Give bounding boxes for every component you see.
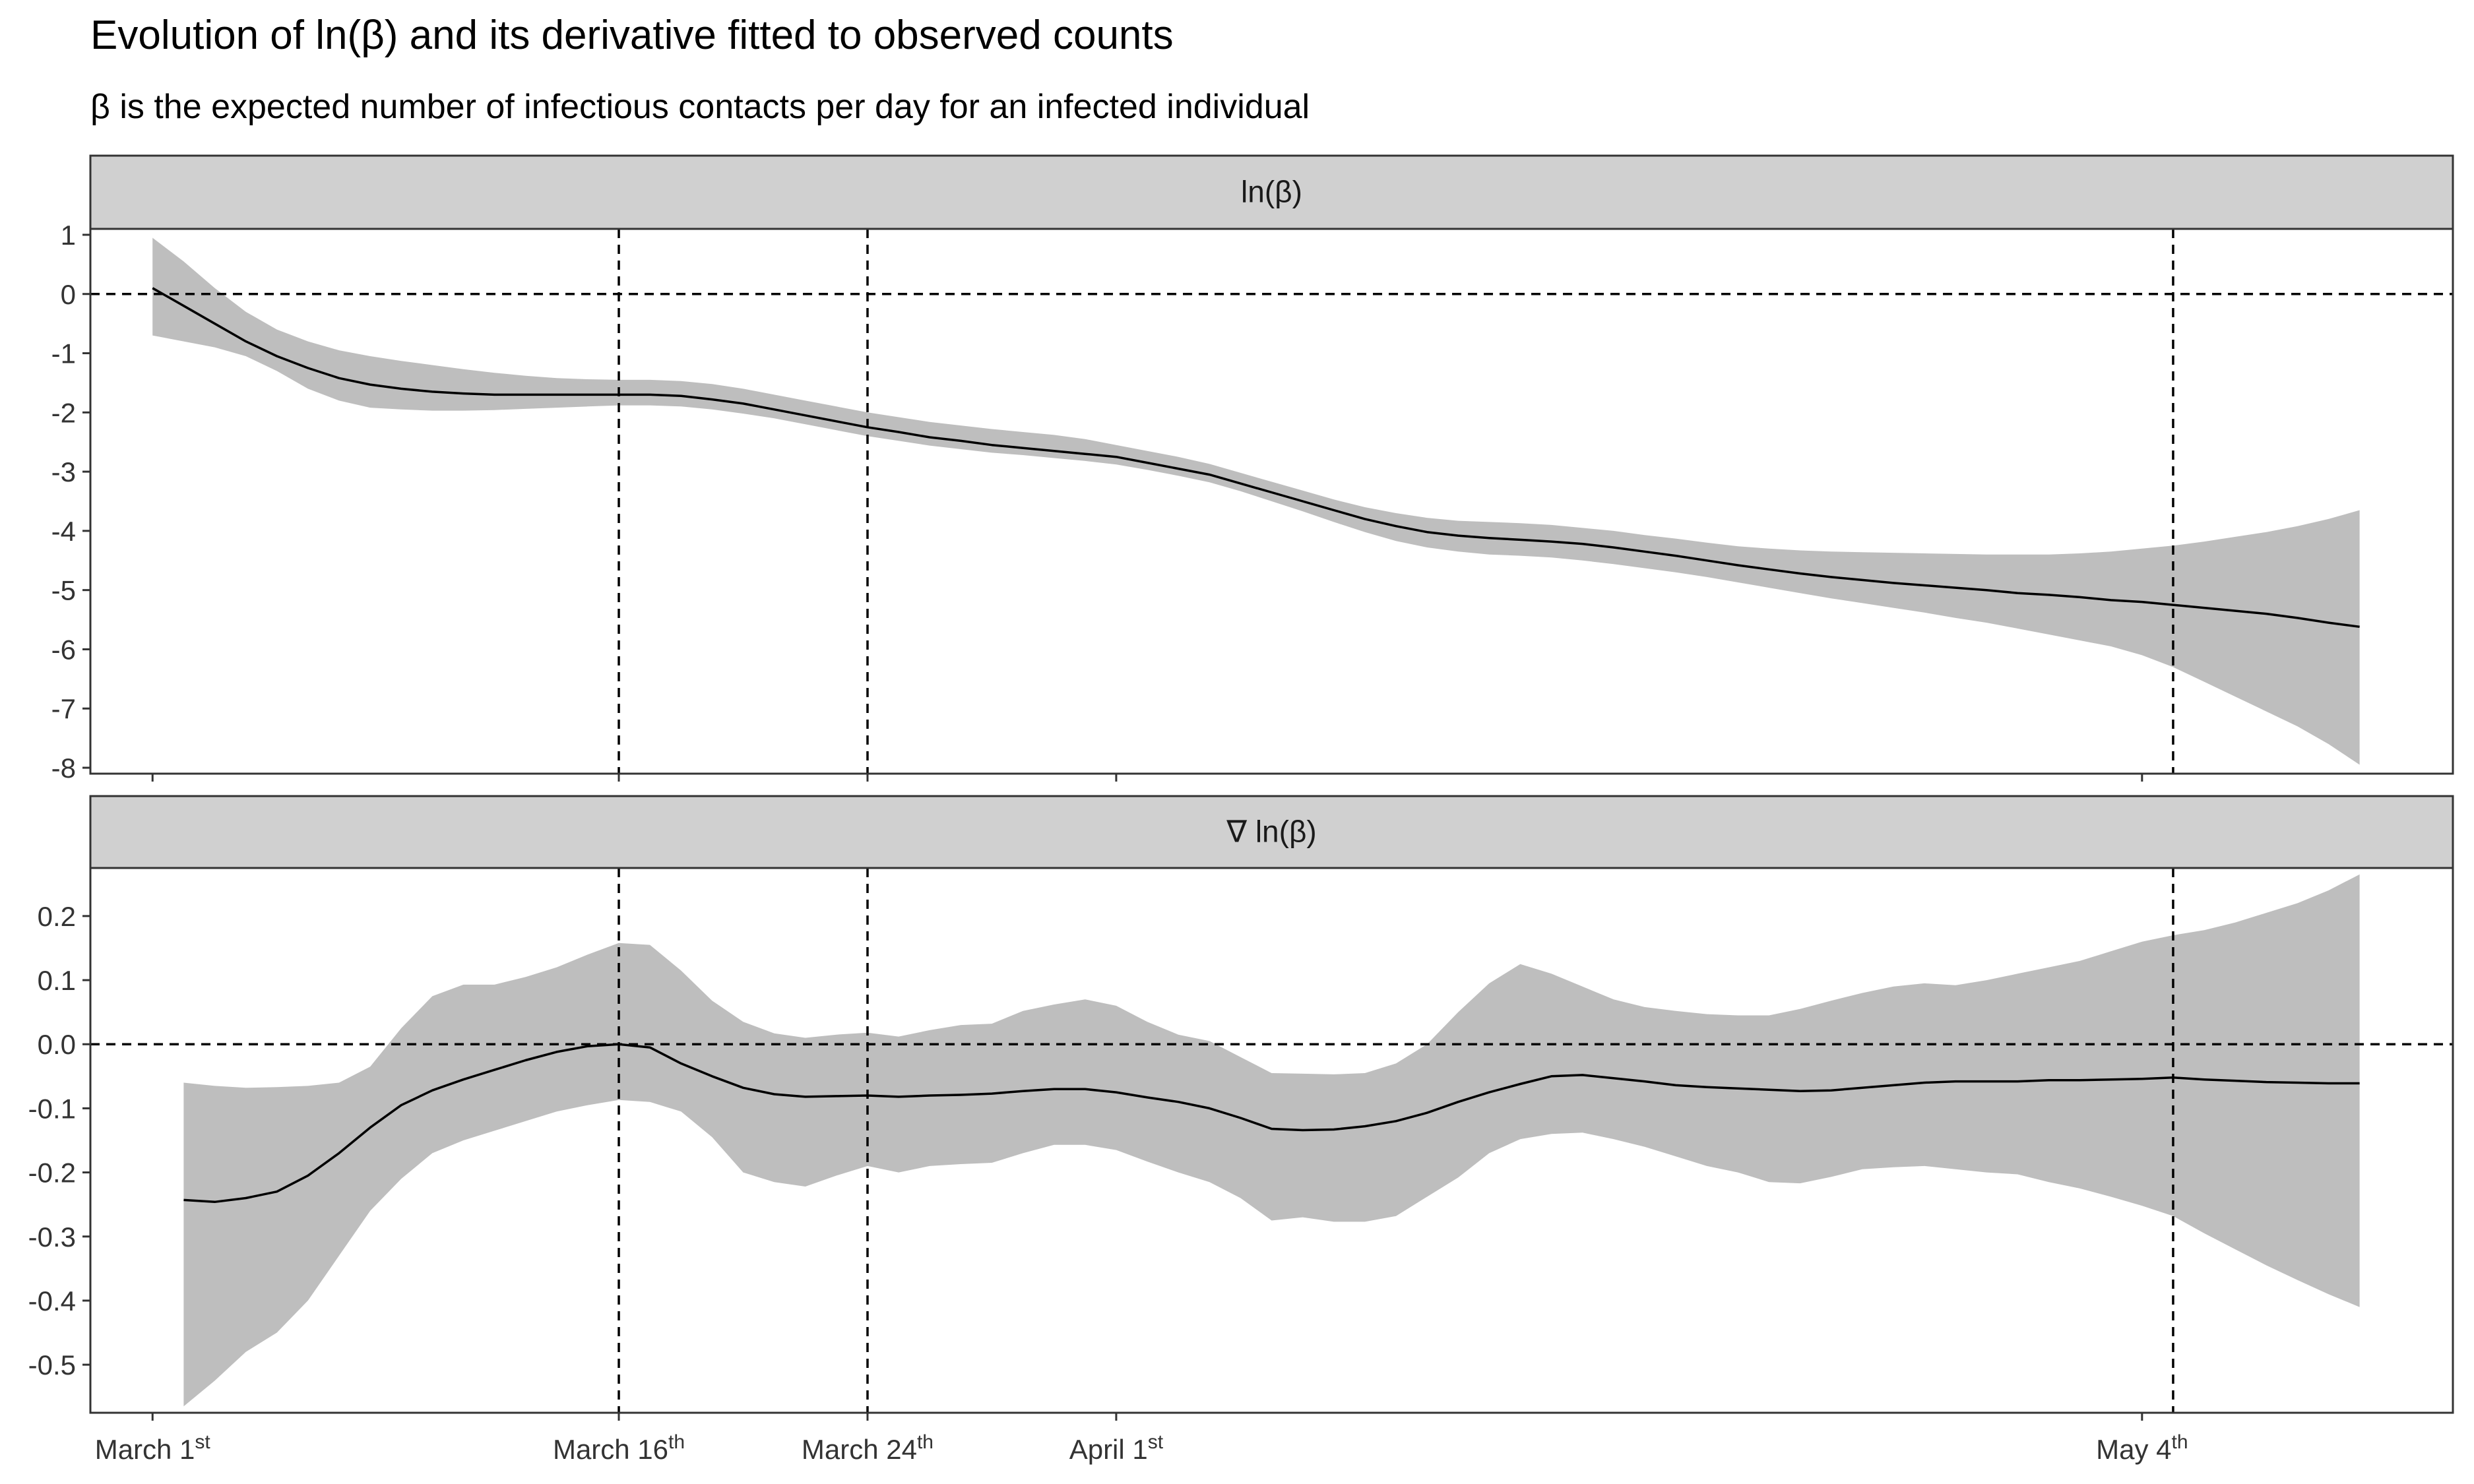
plot-area <box>90 229 2453 774</box>
panel-border <box>89 228 2454 775</box>
y-tick-label: -0.1 <box>28 1093 76 1124</box>
y-tick-label: -2 <box>51 397 76 428</box>
y-tick-label: 0.1 <box>38 965 76 996</box>
panel-2: ∇ ln(β) 0.2 0.1 0.0 -0.1 -0.2 -0.3 -0.4 -0.5 Marc… <box>28 795 2454 1465</box>
facet-strip-label: ln(β) <box>1241 175 1302 209</box>
chart-title: Evolution of ln(β) and its derivative fi… <box>90 13 1174 58</box>
y-tick-label: -1 <box>51 338 76 369</box>
y-tick-label: -3 <box>51 456 76 487</box>
y-tick-label: -0.3 <box>28 1221 76 1252</box>
y-tick-label: 0.0 <box>38 1029 76 1060</box>
panel-1: ln(β) 1 0 -1 -2 -3 -4 -5 -6 -7 -8 <box>51 154 2454 784</box>
y-tick-label: -6 <box>51 634 76 665</box>
y-tick-label: -0.4 <box>28 1285 76 1316</box>
y-tick-label: 1 <box>61 220 76 251</box>
series-line <box>152 287 2360 629</box>
y-tick-label: -8 <box>51 753 76 784</box>
plot-area <box>90 868 2453 1413</box>
y-tick-label: -4 <box>51 516 76 547</box>
y-tick-label: -0.2 <box>28 1158 76 1189</box>
x-tick-label: April 1st <box>1069 1431 1164 1465</box>
x-tick-label: May 4th <box>2096 1431 2188 1465</box>
x-tick-label: March 24th <box>802 1431 934 1465</box>
y-tick-label: -5 <box>51 575 76 606</box>
y-tick-label: 0.2 <box>38 901 76 932</box>
panel-border <box>89 867 2454 1414</box>
facet-strip <box>89 795 2454 869</box>
confidence-ribbon <box>152 237 2360 765</box>
facet-strip-label: ∇ ln(β) <box>1226 815 1316 849</box>
series-line <box>183 1043 2360 1204</box>
chart-subtitle: β is the expected number of infectious c… <box>90 88 1310 126</box>
y-tick-label: -0.5 <box>28 1349 76 1380</box>
x-tick-label: March 16th <box>553 1431 685 1465</box>
y-tick-label: -7 <box>51 693 76 724</box>
x-tick-label: March 1st <box>95 1431 211 1465</box>
y-tick-label: 0 <box>61 279 76 310</box>
confidence-ribbon <box>183 874 2360 1407</box>
